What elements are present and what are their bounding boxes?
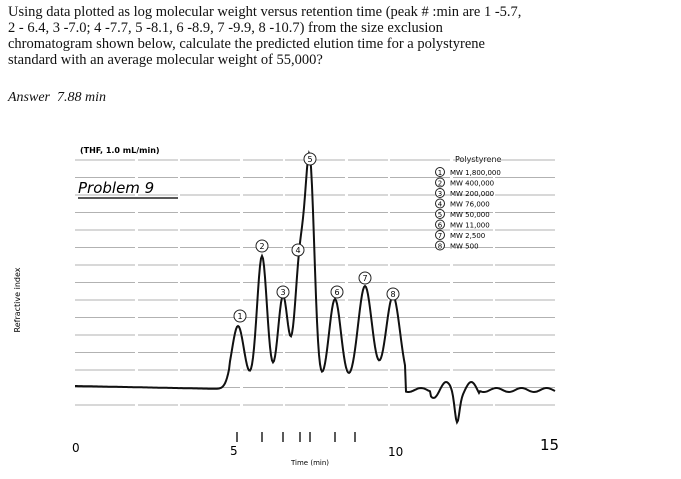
peak-marker bbox=[255, 239, 269, 253]
legend-item: MW 11,000 bbox=[450, 222, 490, 230]
peak-label: 6 bbox=[334, 288, 339, 297]
legend-marker bbox=[435, 209, 445, 219]
y-label: Refractive index bbox=[13, 267, 22, 332]
legend-item: MW 200,000 bbox=[450, 190, 494, 198]
peak-label: 5 bbox=[307, 155, 312, 164]
legend-marker bbox=[435, 167, 445, 177]
x-tick: 15 bbox=[540, 436, 559, 454]
legend-item: MW 400,000 bbox=[450, 180, 494, 188]
peak-label: 3 bbox=[280, 288, 285, 297]
legend-marker bbox=[435, 230, 445, 240]
peak-label: 2 bbox=[259, 242, 264, 251]
legend-number: 3 bbox=[438, 190, 442, 198]
peak-label: 8 bbox=[390, 290, 395, 299]
legend-number: 1 bbox=[438, 169, 442, 177]
legend-item: MW 76,000 bbox=[450, 201, 490, 209]
question-line: standard with an average molecular weigh… bbox=[8, 52, 323, 68]
legend-marker bbox=[435, 188, 445, 198]
peak-marker bbox=[303, 152, 317, 166]
legend-marker bbox=[435, 219, 445, 230]
peak-label: 4 bbox=[295, 246, 300, 255]
legend-marker bbox=[435, 198, 445, 209]
answer-value: 7.88 min bbox=[57, 90, 106, 105]
peak-marker bbox=[291, 243, 305, 257]
legend-item: MW 1,800,000 bbox=[450, 169, 501, 177]
peak-marker bbox=[358, 271, 372, 285]
legend-marker bbox=[435, 177, 445, 188]
x-tick: 0 bbox=[72, 441, 80, 455]
peak-label: 7 bbox=[362, 274, 367, 283]
legend-number: 8 bbox=[438, 243, 442, 251]
peak-label: 1 bbox=[237, 312, 242, 321]
legend-number: 5 bbox=[438, 211, 442, 219]
answer-label: Answer bbox=[8, 90, 50, 105]
legend-number: 4 bbox=[438, 201, 443, 209]
question-line: Using data plotted as log molecular weig… bbox=[8, 4, 522, 20]
legend-item: MW 2,500 bbox=[450, 232, 485, 240]
legend-item: MW 500 bbox=[450, 243, 479, 251]
answer: Answer 7.88 min bbox=[8, 90, 106, 106]
legend-marker bbox=[435, 240, 445, 251]
legend-title: Polystyrene bbox=[455, 155, 502, 164]
note: Problem 9 bbox=[78, 179, 154, 197]
legend-item: MW 50,000 bbox=[450, 211, 490, 219]
legend-number: 6 bbox=[438, 222, 443, 230]
peak-marker bbox=[233, 309, 247, 323]
conditions: (THF, 1.0 mL/min) bbox=[80, 146, 160, 155]
question-line: 2 - 6.4, 3 -7.0; 4 -7.7, 5 -8.1, 6 -8.9,… bbox=[8, 20, 443, 36]
trace bbox=[75, 149, 556, 425]
peak-marker bbox=[386, 287, 400, 301]
x-label: Time (min) bbox=[290, 459, 329, 467]
peak-marker bbox=[330, 285, 344, 299]
legend-number: 2 bbox=[438, 180, 442, 188]
x-tick: 10 bbox=[388, 445, 403, 459]
legend-number: 7 bbox=[438, 232, 442, 240]
x-tick: 5 bbox=[230, 444, 238, 458]
peak-marker bbox=[276, 285, 290, 299]
question-line: chromatogram shown below, calculate the … bbox=[8, 36, 485, 52]
